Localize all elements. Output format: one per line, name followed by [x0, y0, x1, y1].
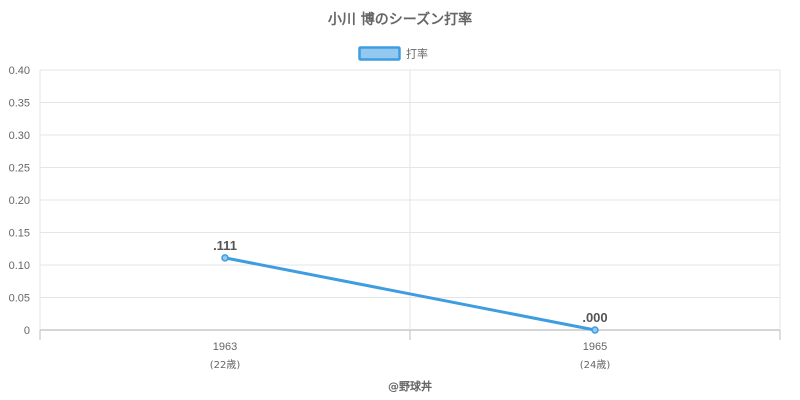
series-batting-average: .111 .000	[213, 238, 608, 334]
y-tick-label: 0	[24, 325, 30, 337]
y-tick-label: 0.15	[9, 228, 30, 240]
legend-label: 打率	[406, 47, 428, 61]
y-tick-label: 0.10	[9, 260, 30, 272]
x-axis: 1963 (22歳) 1965 (24歳)	[39, 330, 781, 371]
y-tick-label: 0.25	[9, 163, 30, 175]
data-label: .111	[213, 238, 237, 253]
y-tick-label: 0.40	[9, 65, 30, 77]
legend[interactable]: 打率	[358, 46, 429, 61]
series-line	[223, 256, 597, 332]
y-tick-label: 0.35	[9, 98, 30, 110]
legend-swatch	[358, 46, 401, 61]
data-point	[221, 254, 229, 262]
y-tick-label: 0.30	[9, 130, 30, 142]
y-tick-label: 0.20	[9, 195, 30, 207]
chart-title: 小川 博のシーズン打率	[328, 11, 472, 28]
x-tick-label: 1965	[583, 341, 607, 353]
data-point	[591, 326, 599, 334]
data-label: .000	[582, 310, 607, 325]
y-tick-label: 0.05	[9, 293, 30, 305]
gridlines	[39, 69, 781, 331]
y-axis: 0 0.05 0.10 0.15 0.20 0.25 0.30 0.35 0.40	[9, 65, 30, 337]
x-tick-sublabel: (24歳)	[580, 359, 611, 371]
x-tick-sublabel: (22歳)	[210, 359, 241, 371]
x-tick-label: 1963	[213, 341, 237, 353]
credit-label: @野球丼	[388, 379, 432, 393]
